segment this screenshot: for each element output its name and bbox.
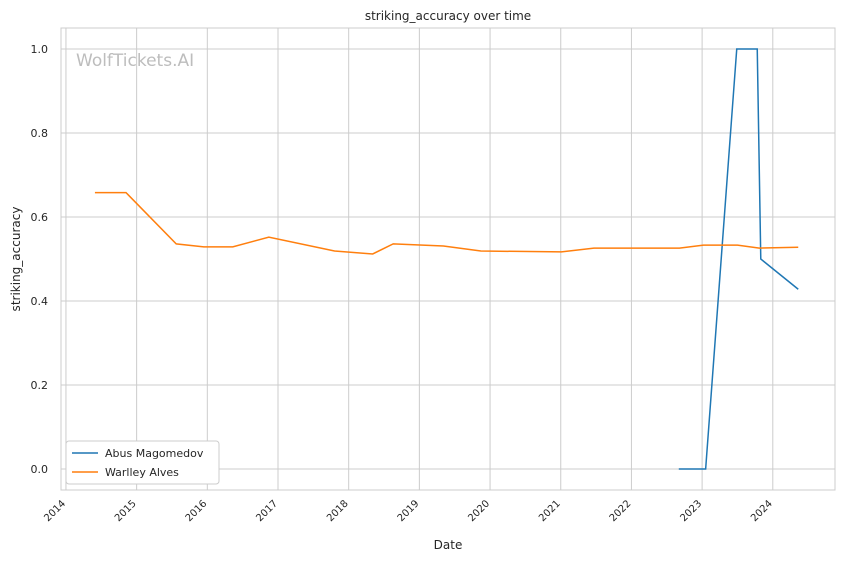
chart-title: striking_accuracy over time — [365, 9, 531, 23]
x-axis-label: Date — [434, 538, 463, 552]
x-tick-label: 2019 — [396, 498, 422, 524]
legend-label-warlley: Warlley Alves — [105, 466, 179, 479]
y-tick-label: 0.2 — [31, 379, 49, 392]
x-tick-label: 2022 — [608, 498, 634, 524]
legend-box — [65, 440, 220, 485]
x-tick-label: 2015 — [113, 498, 139, 524]
watermark: WolfTickets.AI — [76, 51, 194, 71]
x-tick-label: 2021 — [537, 498, 563, 524]
series-line-1 — [94, 191, 799, 255]
y-tick-label: 1.0 — [31, 43, 49, 56]
legend: Abus Magomedov Warlley Alves — [65, 440, 220, 485]
y-tick-label: 0.0 — [31, 463, 49, 476]
plot-frame — [60, 27, 836, 491]
x-tick-label: 2018 — [325, 498, 351, 524]
y-tick-label: 0.6 — [31, 211, 49, 224]
x-tick-label: 2016 — [184, 498, 210, 524]
x-tick-label: 2023 — [678, 498, 704, 524]
legend-label-abus: Abus Magomedov — [105, 447, 204, 460]
x-tick-label: 2017 — [254, 498, 280, 524]
y-tick-label: 0.4 — [31, 295, 49, 308]
x-tick-label: 2020 — [466, 498, 492, 524]
x-tick-label: 2024 — [749, 498, 775, 524]
y-tick-label: 0.8 — [31, 127, 49, 140]
x-tick-label: 2014 — [42, 498, 68, 524]
series-line-0 — [678, 48, 799, 470]
y-axis-label: striking_accuracy — [9, 207, 23, 312]
